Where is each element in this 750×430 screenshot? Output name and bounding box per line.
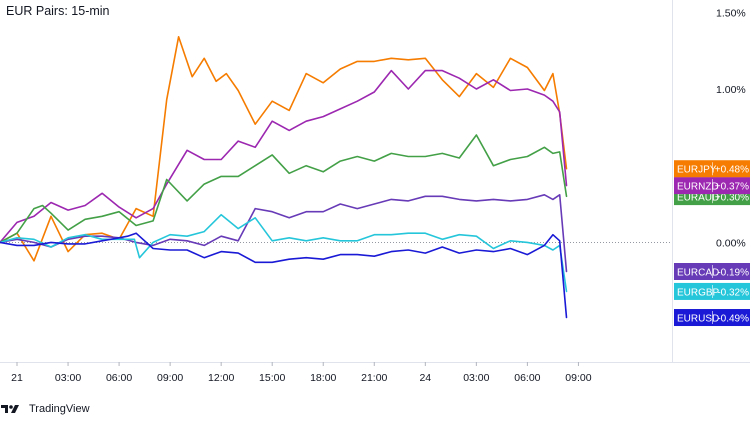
series-lines	[0, 35, 568, 319]
chart-title: EUR Pairs: 15-min	[3, 3, 113, 19]
series-line-eurgbp	[0, 213, 568, 293]
series-label-eurusd: EURUSD-0.49%	[674, 309, 750, 327]
footer: TradingView	[0, 403, 90, 415]
x-tick-label: 15:00	[259, 372, 285, 384]
series-name: EURNZD	[677, 182, 719, 193]
series-name: EURUSD	[677, 314, 719, 325]
y-tick-label: 1.00%	[716, 84, 746, 96]
x-tick-label: 03:00	[55, 372, 81, 384]
series-value-tag	[712, 263, 750, 280]
axes: 1.50% 1.00% 0.00% 21 03:00 06:00 09:00 12:00 15:…	[0, 0, 750, 384]
series-name: EURJPY	[677, 165, 717, 176]
y-tick-label: 0.00%	[716, 237, 746, 249]
series-value: -0.49%	[717, 314, 749, 325]
series-line-eurcad	[0, 194, 568, 273]
tradingview-brand: TradingView	[29, 403, 90, 415]
x-tick-label: 03:00	[463, 372, 489, 384]
chart: 1.50% 1.00% 0.00% 21 03:00 06:00 09:00 12:00 15:…	[0, 0, 750, 384]
series-line-euraud	[0, 134, 568, 244]
x-tick-label: 09:00	[157, 372, 183, 384]
series-name-tag	[674, 263, 712, 280]
series-name-tag	[674, 160, 712, 178]
x-tick-label: 24	[419, 372, 431, 384]
x-tick-label: 18:00	[310, 372, 336, 384]
series-label-eurcad: EURCAD-0.19%	[674, 263, 750, 280]
series-value: +0.30%	[715, 193, 749, 204]
tradingview-logo-icon	[1, 405, 19, 413]
series-name: EURAUD	[677, 193, 719, 204]
x-tick-label: 21	[11, 372, 23, 384]
series-label-eurjpy: EURJPY+0.48%	[674, 160, 750, 178]
series-line-eurjpy	[0, 35, 568, 262]
series-label-eurgbp: EURGBP-0.32%	[674, 282, 750, 300]
series-line-eurusd	[0, 232, 568, 319]
series-value-tag	[712, 177, 750, 195]
x-tick-label: 12:00	[208, 372, 234, 384]
series-value: +0.37%	[715, 182, 749, 193]
series-name-tag	[674, 177, 712, 195]
series-label-eurnzd: EURNZD+0.37%	[674, 177, 750, 195]
y-tick-label: 1.50%	[716, 7, 746, 19]
series-name-tag	[674, 309, 712, 327]
series-value: -0.19%	[717, 268, 749, 279]
x-tick-label: 21:00	[361, 372, 387, 384]
series-value: -0.32%	[717, 287, 749, 298]
series-value-tag	[712, 160, 750, 178]
x-tick-label: 09:00	[565, 372, 591, 384]
series-line-eurnzd	[0, 69, 568, 244]
x-tick-label: 06:00	[514, 372, 540, 384]
x-tick-label: 06:00	[106, 372, 132, 384]
series-end-labels: EURUSD-0.49% EURGBP-0.32% EURCAD-0.19% EURA…	[674, 160, 750, 327]
series-value-tag	[712, 309, 750, 327]
series-name: EURGBP	[677, 287, 720, 298]
series-name-tag	[674, 282, 712, 300]
series-name: EURCAD	[677, 268, 719, 279]
series-value: +0.48%	[715, 165, 749, 176]
series-value-tag	[712, 282, 750, 300]
